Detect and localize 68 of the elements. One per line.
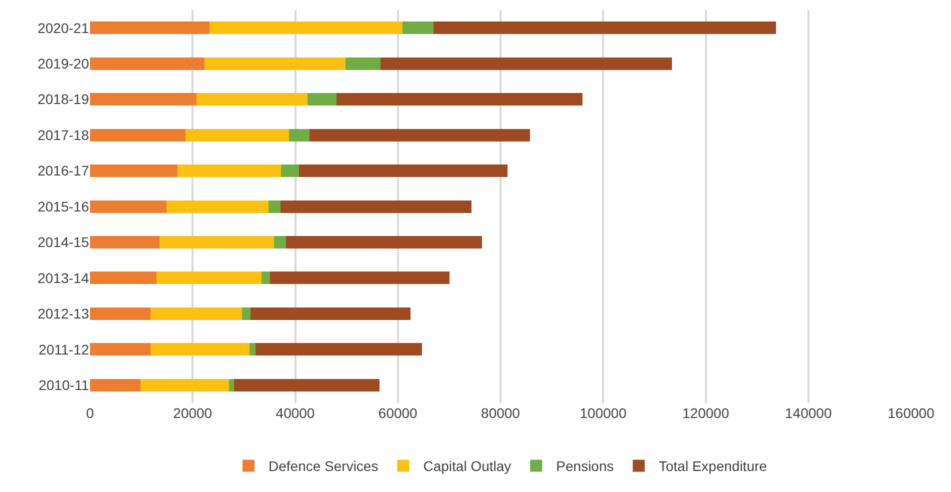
bar	[336, 93, 583, 106]
bar	[346, 57, 380, 70]
bar	[178, 164, 281, 178]
bar	[156, 272, 262, 284]
bar	[90, 307, 151, 320]
y-tick-label: 2016-17	[38, 162, 90, 179]
bar	[250, 307, 411, 320]
bar	[280, 200, 472, 213]
bar	[298, 164, 508, 178]
bar	[229, 378, 234, 392]
legend-label: Pensions	[556, 458, 614, 474]
bar	[166, 200, 269, 213]
x-tick-label: 20000	[173, 405, 212, 421]
bar	[90, 236, 160, 248]
bar	[159, 236, 274, 248]
y-tick-label: 2015-16	[38, 198, 90, 214]
y-tick-label: 2012-13	[38, 306, 90, 322]
bar	[234, 378, 380, 392]
y-tick-label: 2011-12	[38, 341, 90, 358]
bar	[261, 272, 270, 284]
x-tick-label: 120000	[682, 405, 730, 421]
bar	[140, 378, 230, 392]
y-tick-label: 2017-18	[38, 126, 90, 143]
y-tick-label: 2014-15	[38, 234, 90, 250]
bar	[250, 343, 256, 356]
y-tick-label: 2020-21	[38, 20, 90, 36]
bar	[196, 93, 308, 106]
bar	[150, 307, 242, 320]
x-tick-label: 80000	[481, 405, 520, 421]
y-tick-label: 2010-11	[38, 377, 90, 394]
legend-label: Total Expenditure	[658, 458, 768, 474]
legend-label: Defence Services	[268, 458, 378, 474]
bar	[185, 128, 290, 142]
bar	[150, 343, 250, 356]
bar	[90, 57, 204, 70]
bar	[256, 343, 422, 356]
bar	[90, 164, 178, 178]
bar	[433, 22, 776, 34]
bar	[90, 22, 210, 34]
y-tick-label: 2013-14	[38, 270, 90, 286]
x-tick-label: 60000	[378, 405, 418, 421]
bar	[90, 200, 166, 213]
y-tick-label: 2018-19	[38, 91, 90, 108]
x-tick-label: 140000	[785, 405, 832, 421]
bar	[90, 343, 151, 356]
x-tick-label: 0	[86, 405, 94, 421]
bar	[270, 272, 450, 284]
bar	[204, 57, 346, 70]
bar	[90, 128, 186, 142]
bar	[90, 272, 157, 284]
bar	[286, 236, 482, 248]
x-tick-label: 40000	[276, 405, 315, 421]
bar	[380, 57, 672, 70]
bar	[242, 307, 251, 320]
bar	[280, 164, 299, 178]
bar	[308, 93, 336, 106]
bar	[90, 378, 140, 392]
bar	[274, 236, 286, 248]
legend-label: Capital Outlay	[423, 458, 512, 474]
x-tick-label: 100000	[580, 405, 627, 421]
bar	[310, 128, 530, 142]
bar	[210, 22, 402, 34]
bar	[289, 128, 310, 142]
bar	[402, 22, 434, 34]
y-tick-label: 2019-20	[38, 55, 90, 72]
bar	[90, 93, 197, 106]
bar	[268, 200, 280, 213]
x-tick-label: 160000	[888, 405, 935, 421]
